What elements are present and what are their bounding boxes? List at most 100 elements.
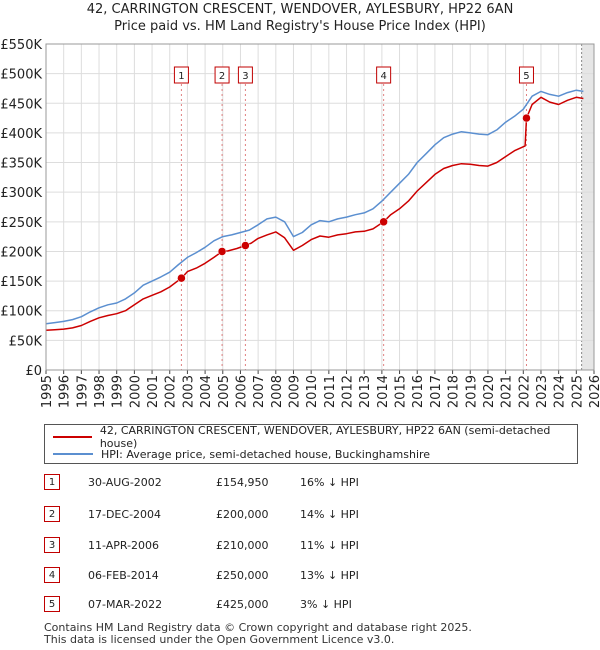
sale-number-badge: 5 [44,596,60,612]
sale-price: £250,000 [216,569,269,582]
y-tick-label: £0 [25,364,42,379]
sale-date: 11-APR-2006 [88,539,160,552]
sale-number-badge: 3 [44,537,60,553]
plot-border [45,43,595,371]
legend-red-label: 42, CARRINGTON CRESCENT, WENDOVER, AYLES… [99,424,551,450]
y-tick-label: £300K [0,186,42,201]
legend-item-red: 42, CARRINGTON CRESCENT, WENDOVER, AYLES… [53,424,577,450]
x-tick-label: 2021 [500,375,515,408]
x-tick-label: 2008 [270,375,285,408]
sale-point [379,217,388,227]
sale-hpi-diff: 14% ↓ HPI [300,508,359,521]
x-tick-label: 2013 [358,375,373,408]
sale-price: £425,000 [216,598,269,611]
sale-marker-box [237,66,253,84]
price-chart: 1 2 3 4 5 £0 £50K £100K £150K £200K £250K £300K £35… [0,38,600,408]
plot-area [46,44,594,370]
sale-marker-label: 4 [380,71,386,82]
x-tick-label: 2004 [199,375,214,408]
sale-marker-box [518,66,534,84]
sale-point [522,113,531,123]
sale-date: 06-FEB-2014 [88,569,159,582]
x-tick-label: 2010 [305,375,320,408]
sale-marker-label: 3 [242,71,248,82]
x-tick-label: 2002 [164,375,179,408]
series-line [45,89,584,325]
y-tick-label: £250K [0,216,42,231]
x-tick-label: 2016 [411,375,426,408]
x-tick-label: 2006 [234,375,249,408]
x-tick-label: 2011 [323,375,338,408]
sale-hpi-diff: 11% ↓ HPI [300,539,359,552]
x-tick-label: 1996 [58,375,73,408]
x-tick-label: 2022 [517,375,532,408]
x-tick-label: 2020 [482,375,497,408]
sale-bands: 1 2 3 4 5 [173,66,534,370]
x-tick-label: 2015 [394,375,409,408]
grid [45,43,595,371]
chart-title-line-1: 42, CARRINGTON CRESCENT, WENDOVER, AYLES… [86,2,514,17]
sale-hpi-diff: 3% ↓ HPI [300,598,352,611]
footer-copyright: Contains HM Land Registry data © Crown c… [44,621,472,634]
sale-marker-label: 5 [523,71,529,82]
chart-title-line-2: Price paid vs. HM Land Registry's House … [114,19,486,34]
legend-blue-label: HPI: Average price, semi-detached house,… [101,447,431,461]
sale-date: 30-AUG-2002 [88,476,162,489]
sale-markers [177,113,531,283]
x-tick-label: 1999 [111,375,126,408]
y-tick-label: £400K [0,127,42,142]
x-tick-label: 2023 [535,375,550,408]
legend-red-swatch [53,436,92,438]
sale-hpi-diff: 13% ↓ HPI [300,569,359,582]
legend-blue-swatch [53,453,93,455]
sale-price: £200,000 [216,508,269,521]
series-lines [45,89,584,332]
sale-price: £154,950 [216,476,269,489]
y-tick-label: £500K [0,68,42,83]
x-tick-label: 2026 [588,375,600,408]
series-line [45,96,584,332]
x-tick-label: 2019 [464,375,479,408]
x-tick-label: 2012 [341,375,356,408]
sale-point [241,241,250,250]
y-tick-label: £350K [0,157,42,172]
y-tick-label: £150K [0,275,42,290]
sale-marker-box [173,66,189,84]
x-tick-label: 2001 [146,375,161,408]
x-tick-label: 2007 [252,375,267,408]
sale-hpi-diff: 16% ↓ HPI [300,476,359,489]
sale-number-badge: 2 [44,506,60,522]
sale-number-badge: 1 [44,474,60,490]
x-tick-label: 2017 [429,375,444,408]
x-tick-label: 2014 [376,375,391,408]
sale-point [217,247,227,256]
x-tick-label: 2005 [217,375,232,408]
sale-price: £210,000 [216,539,269,552]
x-tick-label: 2000 [128,375,143,408]
y-tick-label: £100K [0,305,42,320]
y-tick-label: £200K [0,245,42,260]
x-tick-label: 2009 [287,375,302,408]
axes: £0 £50K £100K £150K £200K £250K £300K £350K £400… [0,38,600,408]
x-tick-label: 2025 [570,375,585,408]
legend-item-blue: HPI: Average price, semi-detached house,… [53,446,430,462]
x-tick-label: 1998 [93,375,108,408]
sale-marker-box [376,66,392,84]
y-tick-label: £550K [0,38,42,53]
footer-licence: This data is licensed under the Open Gov… [44,633,395,646]
sale-date: 17-DEC-2004 [88,508,162,521]
x-tick-label: 2018 [447,375,462,408]
sale-marker-label: 1 [178,71,184,82]
sale-marker-box [214,66,230,84]
y-tick-label: £450K [0,97,42,112]
sale-date: 07-MAR-2022 [88,598,163,611]
sale-marker-label: 2 [219,71,225,82]
legend: 42, CARRINGTON CRESCENT, WENDOVER, AYLES… [44,424,578,464]
y-tick-label: £50K [9,334,43,349]
sale-number-badge: 4 [44,567,60,583]
future-shade [581,44,594,370]
x-tick-label: 1995 [40,375,55,408]
x-tick-label: 1997 [75,375,90,408]
sale-point [177,273,186,283]
x-tick-label: 2003 [181,375,196,408]
